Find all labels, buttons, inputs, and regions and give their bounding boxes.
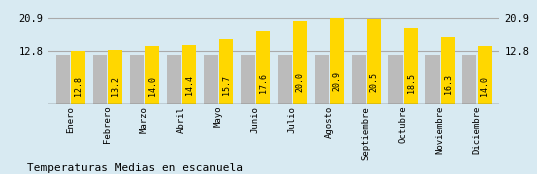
Bar [352,55,366,104]
Bar [56,55,70,104]
Bar [388,55,403,104]
Bar [182,45,196,104]
Bar [278,55,292,104]
Bar [145,46,159,104]
Bar [129,55,144,104]
Bar [367,19,381,104]
Bar [315,55,329,104]
Text: 15.7: 15.7 [222,75,231,95]
Text: 13.2: 13.2 [111,76,120,96]
Bar [204,55,217,104]
Text: 14.0: 14.0 [481,76,490,96]
Bar [462,55,476,104]
Text: 20.5: 20.5 [369,72,379,92]
Text: 16.3: 16.3 [444,74,453,94]
Text: 20.0: 20.0 [296,72,304,92]
Bar [256,31,270,104]
Text: 17.6: 17.6 [259,73,267,93]
Bar [93,55,107,104]
Bar [330,18,344,104]
Bar [404,28,418,104]
Text: 14.4: 14.4 [185,76,194,96]
Bar [441,37,455,104]
Text: 14.0: 14.0 [148,76,157,96]
Bar [71,51,85,104]
Bar [293,21,307,104]
Bar [219,39,233,104]
Bar [478,46,492,104]
Bar [425,55,439,104]
Bar [108,50,122,104]
Bar [166,55,180,104]
Bar [241,55,255,104]
Text: 18.5: 18.5 [407,73,416,93]
Text: Temperaturas Medias en escanuela: Temperaturas Medias en escanuela [27,163,243,173]
Text: 12.8: 12.8 [74,76,83,96]
Text: 20.9: 20.9 [332,71,342,91]
